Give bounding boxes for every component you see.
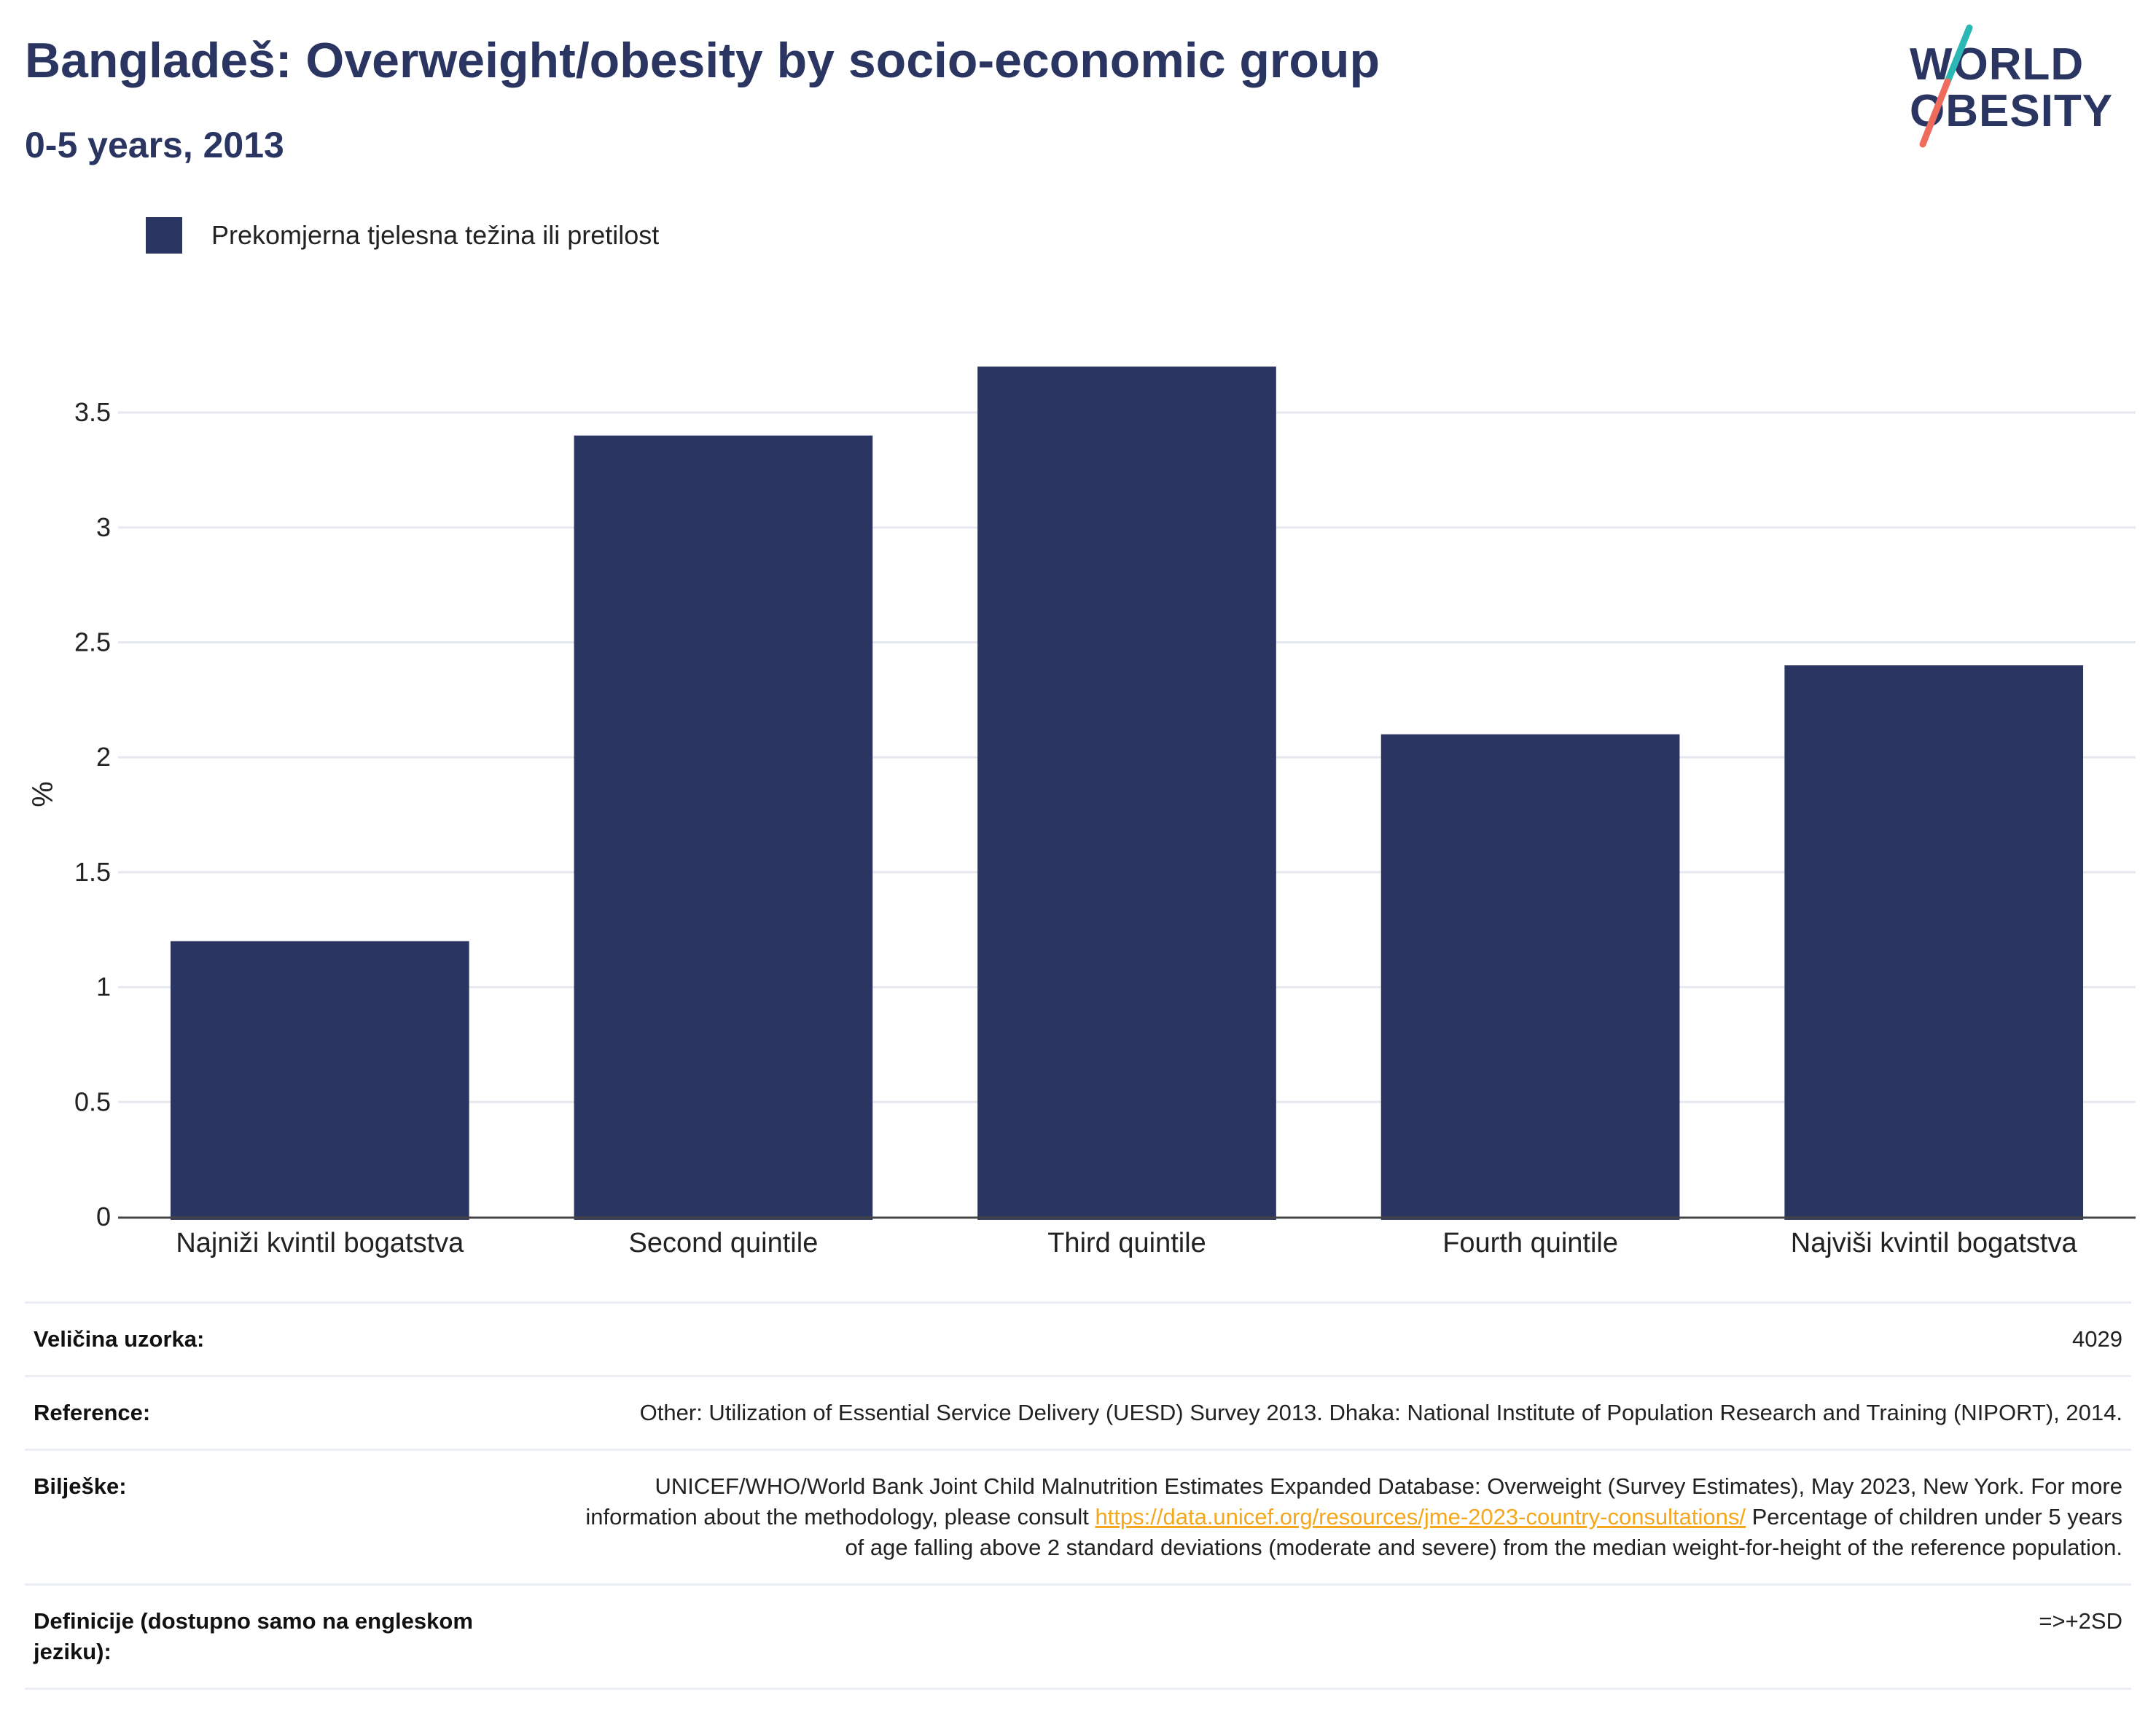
logo-slash-icon <box>1919 24 1973 148</box>
y-tick-label: 2.5 <box>74 627 111 657</box>
y-tick-label: 0 <box>96 1202 111 1231</box>
notes-link[interactable]: https://data.unicef.org/resources/jme-20… <box>1095 1504 1746 1530</box>
bar[interactable] <box>977 367 1276 1220</box>
chart-subtitle: 0-5 years, 2013 <box>25 125 284 165</box>
y-tick-label: 0.5 <box>74 1086 111 1116</box>
info-table: Veličina uzorka: 4029 Reference: Other: … <box>25 1301 2131 1690</box>
bar[interactable] <box>170 941 469 1220</box>
bar[interactable] <box>1784 665 2084 1220</box>
references-value: Other: Utilization of Essential Service … <box>639 1400 2122 1425</box>
notes-value: UNICEF/WHO/World Bank Joint Child Malnut… <box>544 1471 2122 1563</box>
references-row: Reference: Other: Utilization of Essenti… <box>25 1375 2131 1449</box>
sample-size-label: Veličina uzorka: <box>34 1326 205 1352</box>
axes: 0 0.5 1 1.5 2 2.5 3 3.5 Najniži kvintil bogatstv… <box>74 397 2136 1258</box>
notes-text-after: Percentage of children under 5 years of … <box>845 1504 2122 1560</box>
sample-size-value: 4029 <box>2072 1326 2122 1352</box>
x-tick-label: Najniži kvintil bogatstva <box>176 1228 464 1258</box>
bars <box>170 367 2084 1220</box>
x-tick-label: Second quintile <box>628 1228 818 1258</box>
x-tick-label: Najviši kvintil bogatstva <box>1791 1228 2078 1258</box>
definitions-value: =>+2SD <box>2039 1608 2122 1634</box>
notes-text-before: UNICEF/WHO/World Bank Joint Child Malnut… <box>585 1473 2122 1530</box>
y-tick-label: 1 <box>96 972 111 1002</box>
y-tick-label: 2 <box>96 742 111 772</box>
bar[interactable] <box>574 435 873 1220</box>
legend-swatch <box>146 217 182 254</box>
references-label: Reference: <box>34 1400 151 1425</box>
y-tick-label: 1.5 <box>74 857 111 887</box>
x-tick-label: Fourth quintile <box>1442 1228 1618 1258</box>
logo-word-world: WORLD <box>1910 39 2085 90</box>
x-tick-label: Third quintile <box>1047 1228 1206 1258</box>
world-obesity-logo: WORLD OBESITY <box>1902 22 2143 153</box>
legend-label: Prekomjerna tjelesna težina ili pretilos… <box>211 220 660 250</box>
definitions-label: Definicije (dostupno samo na engleskom j… <box>34 1608 473 1664</box>
y-axis-title: % <box>27 781 59 807</box>
notes-label: Bilješke: <box>34 1473 127 1499</box>
bar[interactable] <box>1380 734 1680 1220</box>
sample-size-row: Veličina uzorka: 4029 <box>25 1301 2131 1375</box>
notes-row: Bilješke: UNICEF/WHO/World Bank Joint Ch… <box>25 1449 2131 1583</box>
y-tick-label: 3.5 <box>74 397 111 427</box>
y-tick-label: 3 <box>96 512 111 542</box>
definitions-row: Definicije (dostupno samo na engleskom j… <box>25 1583 2131 1690</box>
bar-chart: 0 0.5 1 1.5 2 2.5 3 3.5 Najniži kvintil bogatstv… <box>27 367 2136 1258</box>
chart-title: Bangladeš: Overweight/obesity by socio-e… <box>25 33 1380 88</box>
